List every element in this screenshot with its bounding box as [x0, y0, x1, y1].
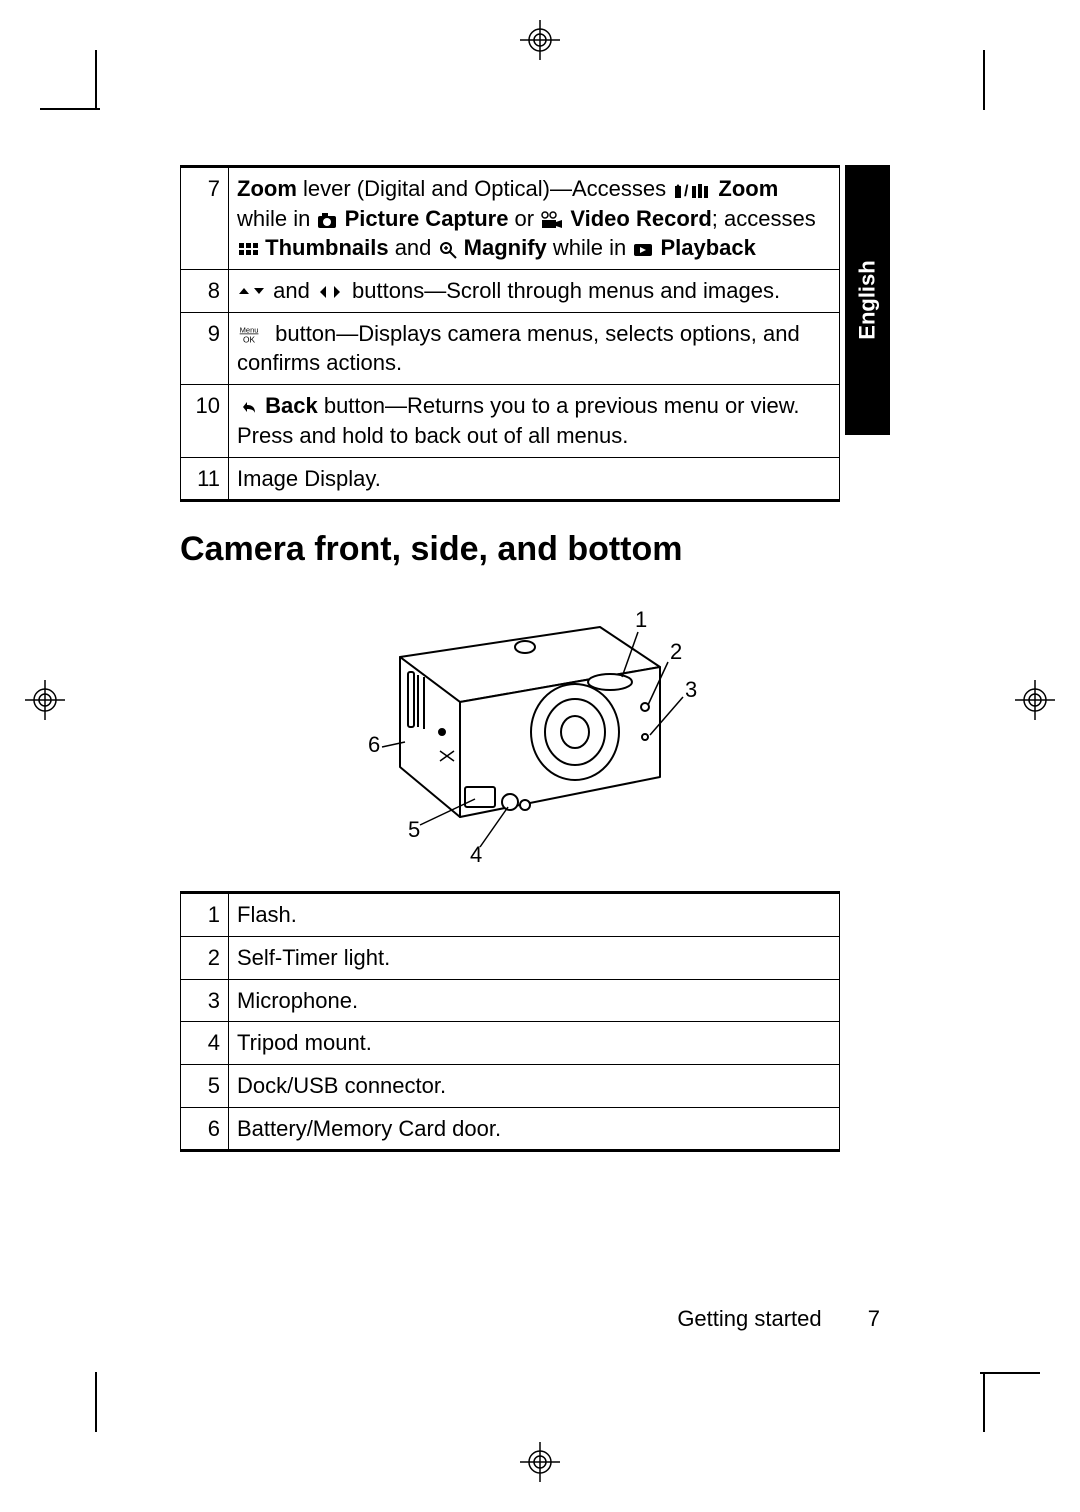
- crop-mark: [983, 50, 985, 110]
- registration-mark-icon: [520, 20, 560, 60]
- registration-mark-icon: [1015, 680, 1055, 720]
- section-title: Camera front, side, and bottom: [180, 530, 840, 569]
- row-description: Tripod mount.: [229, 1022, 840, 1065]
- row-number: 3: [181, 979, 229, 1022]
- table-row: 8 and buttons—Scroll through menus and i…: [181, 270, 840, 313]
- crop-mark: [95, 50, 97, 110]
- row-number: 11: [181, 457, 229, 501]
- table-row: 10 Back button—Returns you to a previous…: [181, 385, 840, 457]
- callout-1: 1: [635, 607, 647, 632]
- table-row: 2Self-Timer light.: [181, 936, 840, 979]
- callout-2: 2: [670, 639, 682, 664]
- svg-text:Menu: Menu: [240, 325, 259, 334]
- table-row: 9MenuOK button—Displays camera menus, se…: [181, 312, 840, 384]
- row-number: 7: [181, 167, 229, 270]
- language-label: English: [855, 260, 881, 339]
- callout-3: 3: [685, 677, 697, 702]
- table-row: 6Battery/Memory Card door.: [181, 1107, 840, 1151]
- crop-mark: [980, 1372, 1040, 1374]
- table-row: 11Image Display.: [181, 457, 840, 501]
- crop-mark: [95, 1372, 97, 1432]
- table-row: 1Flash.: [181, 893, 840, 937]
- page-footer: Getting started 7: [677, 1306, 880, 1332]
- row-number: 5: [181, 1064, 229, 1107]
- table-row: 5Dock/USB connector.: [181, 1064, 840, 1107]
- row-number: 6: [181, 1107, 229, 1151]
- feature-table-top: 7Zoom lever (Digital and Optical)—Access…: [180, 165, 840, 502]
- row-description: Dock/USB connector.: [229, 1064, 840, 1107]
- footer-section: Getting started: [677, 1306, 821, 1331]
- row-description: and buttons—Scroll through menus and ima…: [229, 270, 840, 313]
- row-description: Battery/Memory Card door.: [229, 1107, 840, 1151]
- table-row: 3Microphone.: [181, 979, 840, 1022]
- registration-mark-icon: [25, 680, 65, 720]
- table-row: 4Tripod mount.: [181, 1022, 840, 1065]
- row-description: Flash.: [229, 893, 840, 937]
- feature-table-bottom: 1Flash.2Self-Timer light.3Microphone.4Tr…: [180, 891, 840, 1152]
- row-description: Zoom lever (Digital and Optical)—Accesse…: [229, 167, 840, 270]
- svg-text:OK: OK: [243, 334, 255, 344]
- page-number: 7: [868, 1306, 880, 1331]
- table-row: 7Zoom lever (Digital and Optical)—Access…: [181, 167, 840, 270]
- row-description: Image Display.: [229, 457, 840, 501]
- row-number: 2: [181, 936, 229, 979]
- crop-mark: [40, 108, 100, 110]
- svg-text:/: /: [684, 183, 689, 200]
- language-tab: English: [845, 165, 890, 435]
- row-description: Back button—Returns you to a previous me…: [229, 385, 840, 457]
- row-number: 10: [181, 385, 229, 457]
- row-number: 4: [181, 1022, 229, 1065]
- row-number: 8: [181, 270, 229, 313]
- callout-5: 5: [408, 817, 420, 842]
- row-number: 1: [181, 893, 229, 937]
- row-number: 9: [181, 312, 229, 384]
- crop-mark: [983, 1372, 985, 1432]
- page-content: 7Zoom lever (Digital and Optical)—Access…: [180, 165, 840, 1152]
- registration-mark-icon: [520, 1442, 560, 1482]
- row-description: Microphone.: [229, 979, 840, 1022]
- row-description: MenuOK button—Displays camera menus, sel…: [229, 312, 840, 384]
- callout-6: 6: [368, 732, 380, 757]
- row-description: Self-Timer light.: [229, 936, 840, 979]
- camera-figure: 1 2 3 6 5 4: [180, 587, 840, 867]
